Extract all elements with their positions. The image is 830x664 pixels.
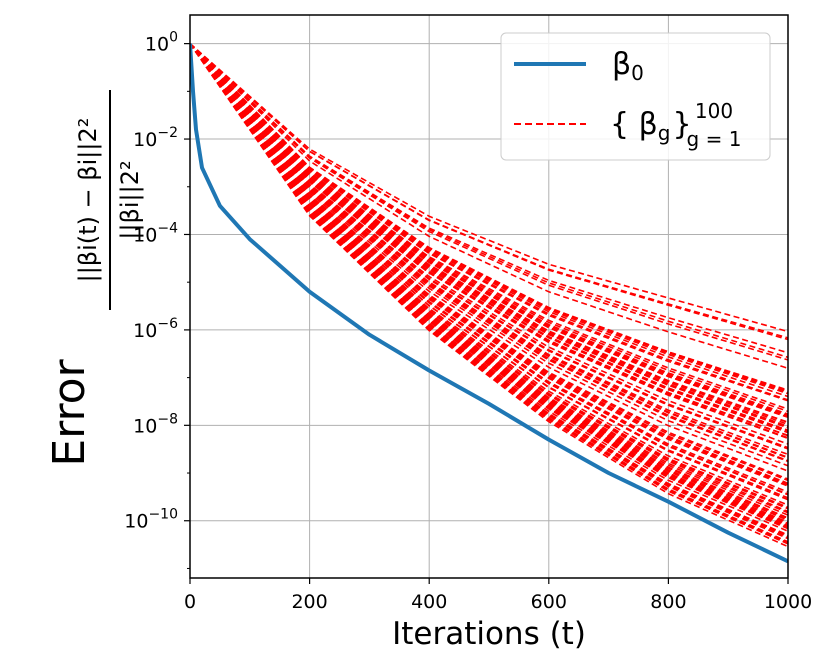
y-tick-label: 100: [145, 30, 178, 56]
series-betag-line-10: [190, 43, 788, 370]
series-betag-line-92: [190, 43, 788, 510]
legend-label-beta0-main: β: [612, 47, 631, 82]
series-betag-line-69: [190, 43, 788, 432]
series-betag-line-54: [190, 43, 788, 482]
legend-label-betag-main: { β: [610, 107, 658, 142]
y-axis-formula: ||βi(t) − βi||2² ||βi||2²: [74, 90, 144, 310]
legend-label-betag-sup: 100: [695, 99, 733, 123]
legend-label-betag-brace: }: [672, 107, 691, 142]
series-betag-line-83: [190, 43, 788, 402]
series-betag-line-94: [190, 43, 788, 417]
series-betag-line-59: [190, 43, 788, 418]
series-betag-line-68: [190, 43, 788, 462]
x-axis-label: Iterations (t): [392, 616, 586, 652]
x-tick-label: 0: [184, 591, 196, 613]
formula-numerator: ||βi(t) − βi||2²: [74, 118, 102, 283]
series-betag-line-91: [190, 43, 788, 519]
series-betag-line-47: [190, 43, 788, 514]
series-betag-line-48: [190, 43, 788, 333]
y-axis-ticks: 100 10−2 10−4 10−6 10−8 10−10: [124, 30, 190, 569]
series-betag-line-98: [190, 43, 788, 538]
x-tick-label: 1000: [764, 591, 812, 613]
x-tick-label: 400: [411, 591, 447, 613]
y-tick-label: 10−2: [133, 125, 178, 151]
series-betag-line-97: [190, 43, 788, 410]
y-tick-label: 10−4: [133, 220, 178, 246]
series-betag-line-41: [190, 43, 788, 472]
series-betag-line-90: [190, 43, 788, 450]
legend-label-beta0: β0: [612, 47, 644, 85]
x-tick-label: 200: [291, 591, 327, 613]
y-tick-label: 10−10: [124, 507, 178, 533]
series-betag-line-96: [190, 43, 788, 523]
x-axis-ticks: 0 200 400 600 800 1000: [184, 578, 812, 613]
y-tick-label: 10−8: [133, 411, 178, 437]
series-betag-line-74: [190, 43, 788, 339]
legend: β0 { βg} 100 g = 1: [500, 32, 771, 161]
series-beta0-line: [190, 43, 788, 564]
series-betag-line-88: [190, 43, 788, 499]
series-betag-line-89: [190, 43, 788, 529]
series-betag-line-75: [190, 43, 788, 467]
series-betag-line-77: [190, 43, 788, 480]
y-axis-label: Error: [44, 358, 95, 466]
legend-label-betag: { βg}: [610, 107, 692, 145]
legend-label-betag-sub: g: [658, 121, 671, 145]
series-betag-line-72: [190, 43, 788, 525]
x-tick-label: 600: [531, 591, 567, 613]
legend-label-betag-range: g = 1: [687, 127, 742, 151]
series-betag-line-76: [190, 43, 788, 398]
series-betag-line-99: [190, 43, 788, 485]
series-betag-line-57: [190, 43, 788, 495]
x-tick-label: 800: [650, 591, 686, 613]
plot-area: [190, 43, 788, 564]
y-tick-label: 10−6: [133, 316, 178, 342]
legend-label-beta0-sub: 0: [631, 61, 644, 85]
formula-denominator: ||βi||2²: [116, 160, 144, 239]
plot-frame: [189, 14, 789, 579]
series-betag-line-86: [190, 43, 788, 359]
series-betag-line-93: [190, 43, 788, 516]
